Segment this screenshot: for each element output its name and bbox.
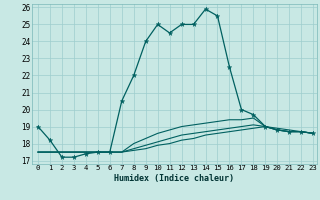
X-axis label: Humidex (Indice chaleur): Humidex (Indice chaleur) bbox=[115, 174, 234, 183]
